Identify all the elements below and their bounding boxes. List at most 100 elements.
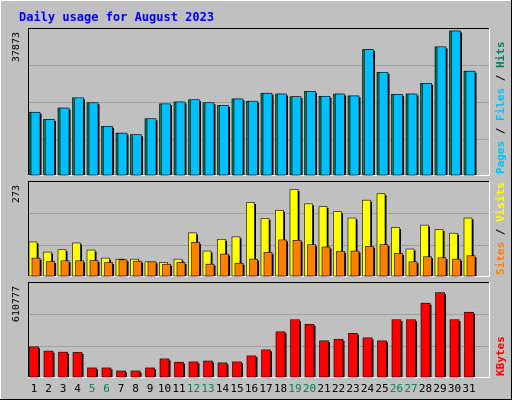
bar-kbytes-day-25 — [377, 340, 387, 378]
bar-kbytes-day-19 — [290, 319, 300, 378]
x-tick-label-day-16: 16 — [245, 382, 258, 395]
bar-files-day-11 — [175, 101, 186, 176]
x-tick-label-day-7: 7 — [118, 382, 125, 395]
y-max-label-kbytes: 610777 — [11, 286, 22, 322]
bar-sites-day-15 — [234, 262, 244, 277]
bar-files-day-18 — [277, 93, 287, 176]
bar-files-day-25 — [378, 72, 389, 176]
bar-kbytes-day-18 — [275, 331, 286, 378]
bar-files-day-31 — [465, 70, 476, 176]
bar-files-day-30 — [451, 30, 461, 176]
bar-sites-day-31 — [466, 255, 476, 277]
bar-kbytes-day-3 — [58, 351, 68, 378]
legend-separator: / — [494, 68, 507, 88]
panel-requests: 37873 Pages / Files / Hits — [11, 28, 507, 176]
panel-visits: 273 Sites / Visits — [11, 181, 507, 277]
bar-sites-day-4 — [75, 260, 84, 277]
legend-entry-pages: Pages — [494, 141, 507, 174]
x-tick-label-day-1: 1 — [31, 382, 38, 395]
x-tick-label-day-2: 2 — [45, 382, 52, 395]
bar-sites-day-13 — [205, 263, 215, 277]
bar-sites-day-7 — [118, 259, 128, 277]
bar-sites-day-10 — [162, 263, 171, 277]
bar-kbytes-day-29 — [435, 292, 445, 378]
chart-panels: 37873 Pages / Files / Hits 273 Sites / Visi… — [11, 28, 507, 378]
legend-requests: Pages / Files / Hits — [494, 42, 507, 175]
x-tick-label-day-24: 24 — [361, 382, 375, 395]
bar-kbytes-day-4 — [72, 352, 83, 378]
bar-sites-day-8 — [133, 260, 142, 277]
bar-sites-day-9 — [147, 261, 157, 277]
bar-files-day-17 — [262, 92, 273, 176]
bar-files-day-21 — [320, 95, 331, 176]
bar-files-day-23 — [349, 95, 360, 176]
legend-entry-kbytes: KBytes — [494, 336, 507, 376]
x-tick-label-day-31: 31 — [462, 382, 475, 395]
legend-entry-sites: Sites — [494, 242, 507, 275]
bar-files-day-6 — [103, 126, 113, 176]
bar-sites-day-20 — [307, 244, 316, 277]
bar-kbytes-day-14 — [217, 362, 228, 378]
bar-sites-day-3 — [60, 260, 70, 277]
legend-separator: / — [494, 121, 507, 141]
bar-kbytes-day-10 — [159, 358, 170, 378]
bar-sites-day-23 — [350, 250, 360, 277]
chart-title: Daily usage for August 2023 — [19, 10, 214, 24]
bar-files-day-22 — [335, 93, 345, 176]
x-tick-label-day-28: 28 — [419, 382, 432, 395]
bar-sites-day-21 — [321, 246, 331, 277]
x-tick-label-day-25: 25 — [375, 382, 388, 395]
bar-kbytes-day-31 — [464, 311, 474, 378]
bar-sites-day-5 — [89, 260, 99, 277]
bar-sites-day-19 — [292, 239, 302, 277]
x-tick-label-day-21: 21 — [317, 382, 330, 395]
x-tick-label-day-18: 18 — [274, 382, 287, 395]
bar-kbytes-day-6 — [101, 367, 112, 378]
bar-sites-day-22 — [336, 251, 345, 277]
bar-kbytes-day-12 — [188, 361, 199, 378]
bar-kbytes-day-20 — [304, 323, 315, 378]
bar-files-day-9 — [146, 118, 157, 176]
x-tick-label-day-29: 29 — [433, 382, 446, 395]
bar-kbytes-day-22 — [333, 339, 344, 378]
bar-files-day-5 — [88, 102, 99, 176]
bar-kbytes-day-28 — [420, 302, 431, 378]
bar-files-day-27 — [407, 93, 418, 176]
x-axis-labels: 1 2 3 4 5 6 7 8 9 10 11 12 13 14 15 16 17 18 19 20 21 22 23 24 2… — [31, 382, 476, 395]
bar-files-day-15 — [233, 98, 244, 176]
bar-kbytes-day-13 — [203, 360, 213, 378]
bar-files-day-28 — [422, 83, 432, 176]
x-tick-label-day-26: 26 — [390, 382, 403, 395]
legend-entry-visits: Visits — [494, 182, 507, 222]
x-tick-label-day-12: 12 — [187, 382, 200, 395]
legend-visits: Sites / Visits — [494, 182, 507, 275]
bar-files-day-19 — [291, 96, 302, 176]
bar-sites-day-2 — [46, 261, 55, 277]
x-tick-label-day-15: 15 — [230, 382, 243, 395]
bar-sites-day-26 — [394, 253, 403, 277]
legend-separator: / — [494, 222, 507, 242]
x-tick-label-day-30: 30 — [448, 382, 461, 395]
bar-files-day-29 — [436, 46, 447, 176]
bar-kbytes-day-7 — [116, 370, 126, 378]
bar-sites-day-30 — [452, 258, 461, 277]
bar-sites-day-28 — [423, 256, 432, 277]
x-tick-label-day-23: 23 — [346, 382, 359, 395]
x-tick-label-day-8: 8 — [132, 382, 139, 395]
bar-kbytes-day-2 — [43, 350, 54, 378]
y-max-label-visits: 273 — [11, 185, 22, 203]
bar-files-day-13 — [204, 102, 215, 176]
x-tick-label-day-27: 27 — [404, 382, 417, 395]
bar-sites-day-11 — [176, 262, 186, 277]
bar-kbytes-day-1 — [29, 346, 39, 378]
bar-files-day-7 — [117, 132, 128, 176]
bar-sites-day-6 — [104, 262, 113, 277]
bar-files-day-16 — [248, 100, 258, 176]
bar-kbytes-day-24 — [362, 337, 373, 378]
bar-kbytes-day-8 — [130, 370, 141, 378]
legend-kbytes: KBytes — [494, 336, 507, 376]
x-tick-label-day-17: 17 — [259, 382, 272, 395]
bar-sites-day-27 — [408, 261, 418, 277]
bar-sites-day-24 — [365, 246, 374, 277]
bar-kbytes-day-26 — [391, 319, 402, 378]
